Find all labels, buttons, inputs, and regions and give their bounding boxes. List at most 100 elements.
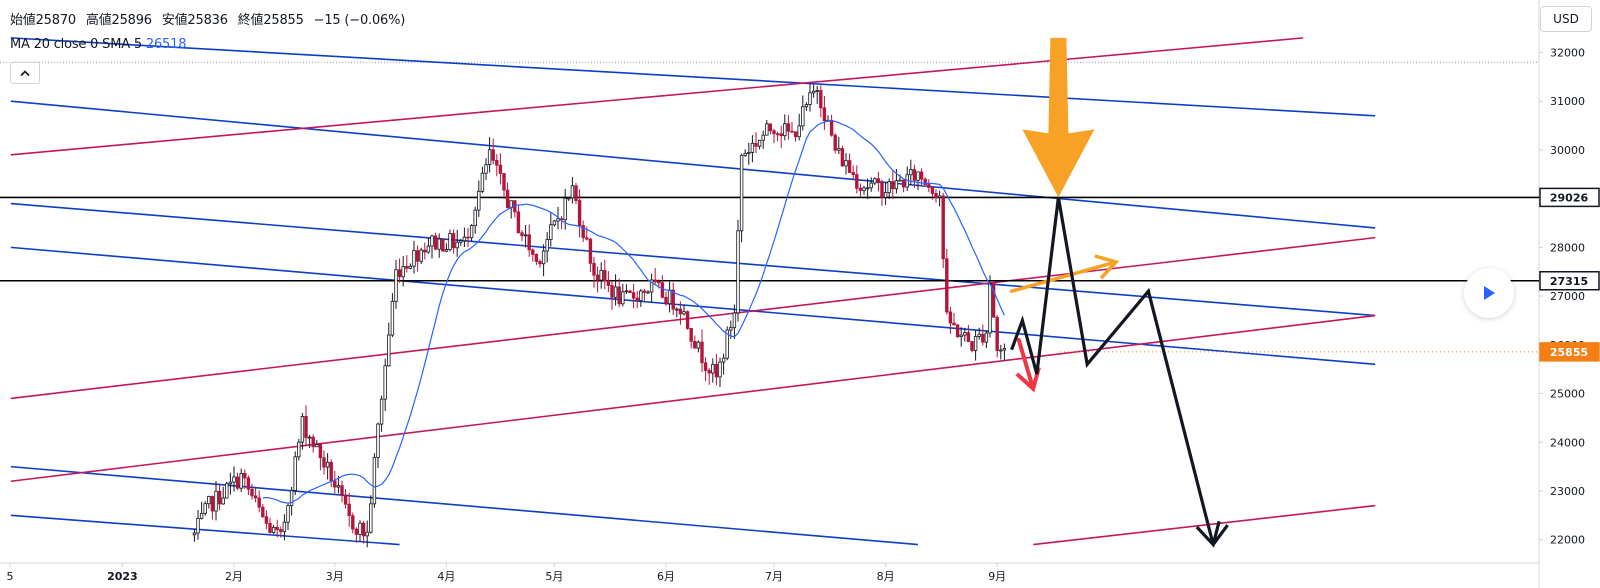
candle-body <box>527 234 531 251</box>
candle-body <box>613 286 618 298</box>
candle <box>192 529 197 542</box>
candle-body <box>646 291 650 294</box>
collapse-legend-button[interactable] <box>10 62 40 84</box>
candle-body <box>361 522 366 537</box>
candle-body <box>869 182 873 189</box>
candle-body <box>635 297 639 301</box>
candle-body <box>480 172 485 192</box>
candle-body <box>797 125 801 138</box>
trend-line-red-8 <box>10 236 1376 400</box>
price-axis[interactable]: 3200031000300002900028000270002600025000… <box>1539 47 1585 547</box>
candle <box>685 310 690 330</box>
candle <box>984 330 989 349</box>
candle-body <box>837 148 841 151</box>
candle-body <box>307 436 312 439</box>
candle <box>207 495 211 509</box>
candle <box>235 472 240 491</box>
candle <box>282 514 287 541</box>
candle <box>757 139 762 150</box>
candle <box>829 114 834 137</box>
projection-tail <box>1211 524 1229 546</box>
candle <box>243 469 247 490</box>
candle-body <box>358 522 362 535</box>
candle <box>214 480 218 521</box>
candle-body <box>858 187 863 191</box>
candle-body <box>333 480 337 488</box>
candle-body <box>275 526 279 530</box>
candle <box>779 125 783 149</box>
candle <box>480 166 485 194</box>
candle <box>250 483 254 500</box>
candle-body <box>923 178 927 185</box>
candle-body <box>203 503 207 514</box>
candle <box>275 519 279 538</box>
candle-body <box>959 334 963 338</box>
candle-body <box>538 261 542 265</box>
candle-body <box>235 476 240 489</box>
candle <box>531 248 535 262</box>
candle-body <box>851 172 855 175</box>
candle-body <box>718 361 722 378</box>
candle <box>433 232 438 251</box>
candle <box>700 329 704 373</box>
candle <box>786 114 791 140</box>
time-axis[interactable]: 5 2023 2月 3月 4月 5月 6月 7月 8月 9月 <box>7 563 1007 583</box>
candle-body <box>523 234 528 237</box>
candle <box>844 153 848 175</box>
candle-body <box>451 233 456 249</box>
candle <box>595 266 600 293</box>
candle-body <box>703 362 708 371</box>
close-label: 終値 <box>237 13 264 28</box>
candle-body <box>408 265 413 269</box>
trend-line-blue-5 <box>10 465 919 546</box>
candle-body <box>379 398 384 425</box>
trend-line-red-9 <box>10 314 1376 483</box>
candle-body <box>343 494 348 505</box>
play-icon <box>1484 286 1495 300</box>
candle <box>667 281 672 313</box>
candle <box>347 492 351 527</box>
candle-body <box>678 308 683 315</box>
level-price-tag: 27315 <box>1539 271 1600 291</box>
candle-body <box>628 290 632 294</box>
candle <box>930 186 935 200</box>
candle-body <box>491 149 495 161</box>
plot-area[interactable] <box>0 37 1539 548</box>
scroll-to-realtime-button[interactable] <box>1464 268 1514 318</box>
candle <box>441 238 445 252</box>
candle <box>293 451 297 496</box>
candle-body <box>221 497 225 505</box>
candle <box>372 453 377 508</box>
candle-body <box>660 282 665 298</box>
candle-body <box>214 490 218 512</box>
candle-body <box>966 332 971 342</box>
candle-body <box>588 238 593 264</box>
candle <box>361 520 366 544</box>
candle <box>491 138 495 165</box>
candle-body <box>988 283 992 334</box>
red-arrow-head <box>1015 366 1041 393</box>
candle <box>513 200 517 218</box>
candle <box>232 466 236 492</box>
candle-body <box>397 269 402 278</box>
candle <box>664 291 668 306</box>
candle <box>808 83 812 112</box>
candle <box>603 259 607 290</box>
candle <box>196 509 200 540</box>
candle <box>761 130 765 149</box>
currency-button[interactable]: USD <box>1540 6 1592 32</box>
candle <box>671 282 675 315</box>
candle <box>624 284 629 295</box>
candle <box>567 197 571 202</box>
candle-body <box>945 258 949 313</box>
candle-body <box>721 357 726 363</box>
candle-body <box>916 171 920 181</box>
candle-body <box>318 444 323 459</box>
price-tick-label: 31000 <box>1550 95 1585 108</box>
indicator-legend[interactable]: MA 20 close 0 SMA 5 26518 <box>10 37 186 52</box>
candle <box>279 526 283 538</box>
price-tag-label: 27315 <box>1550 275 1588 288</box>
price-tick-label: 23000 <box>1550 485 1585 498</box>
high-label: 高値 <box>85 13 112 28</box>
